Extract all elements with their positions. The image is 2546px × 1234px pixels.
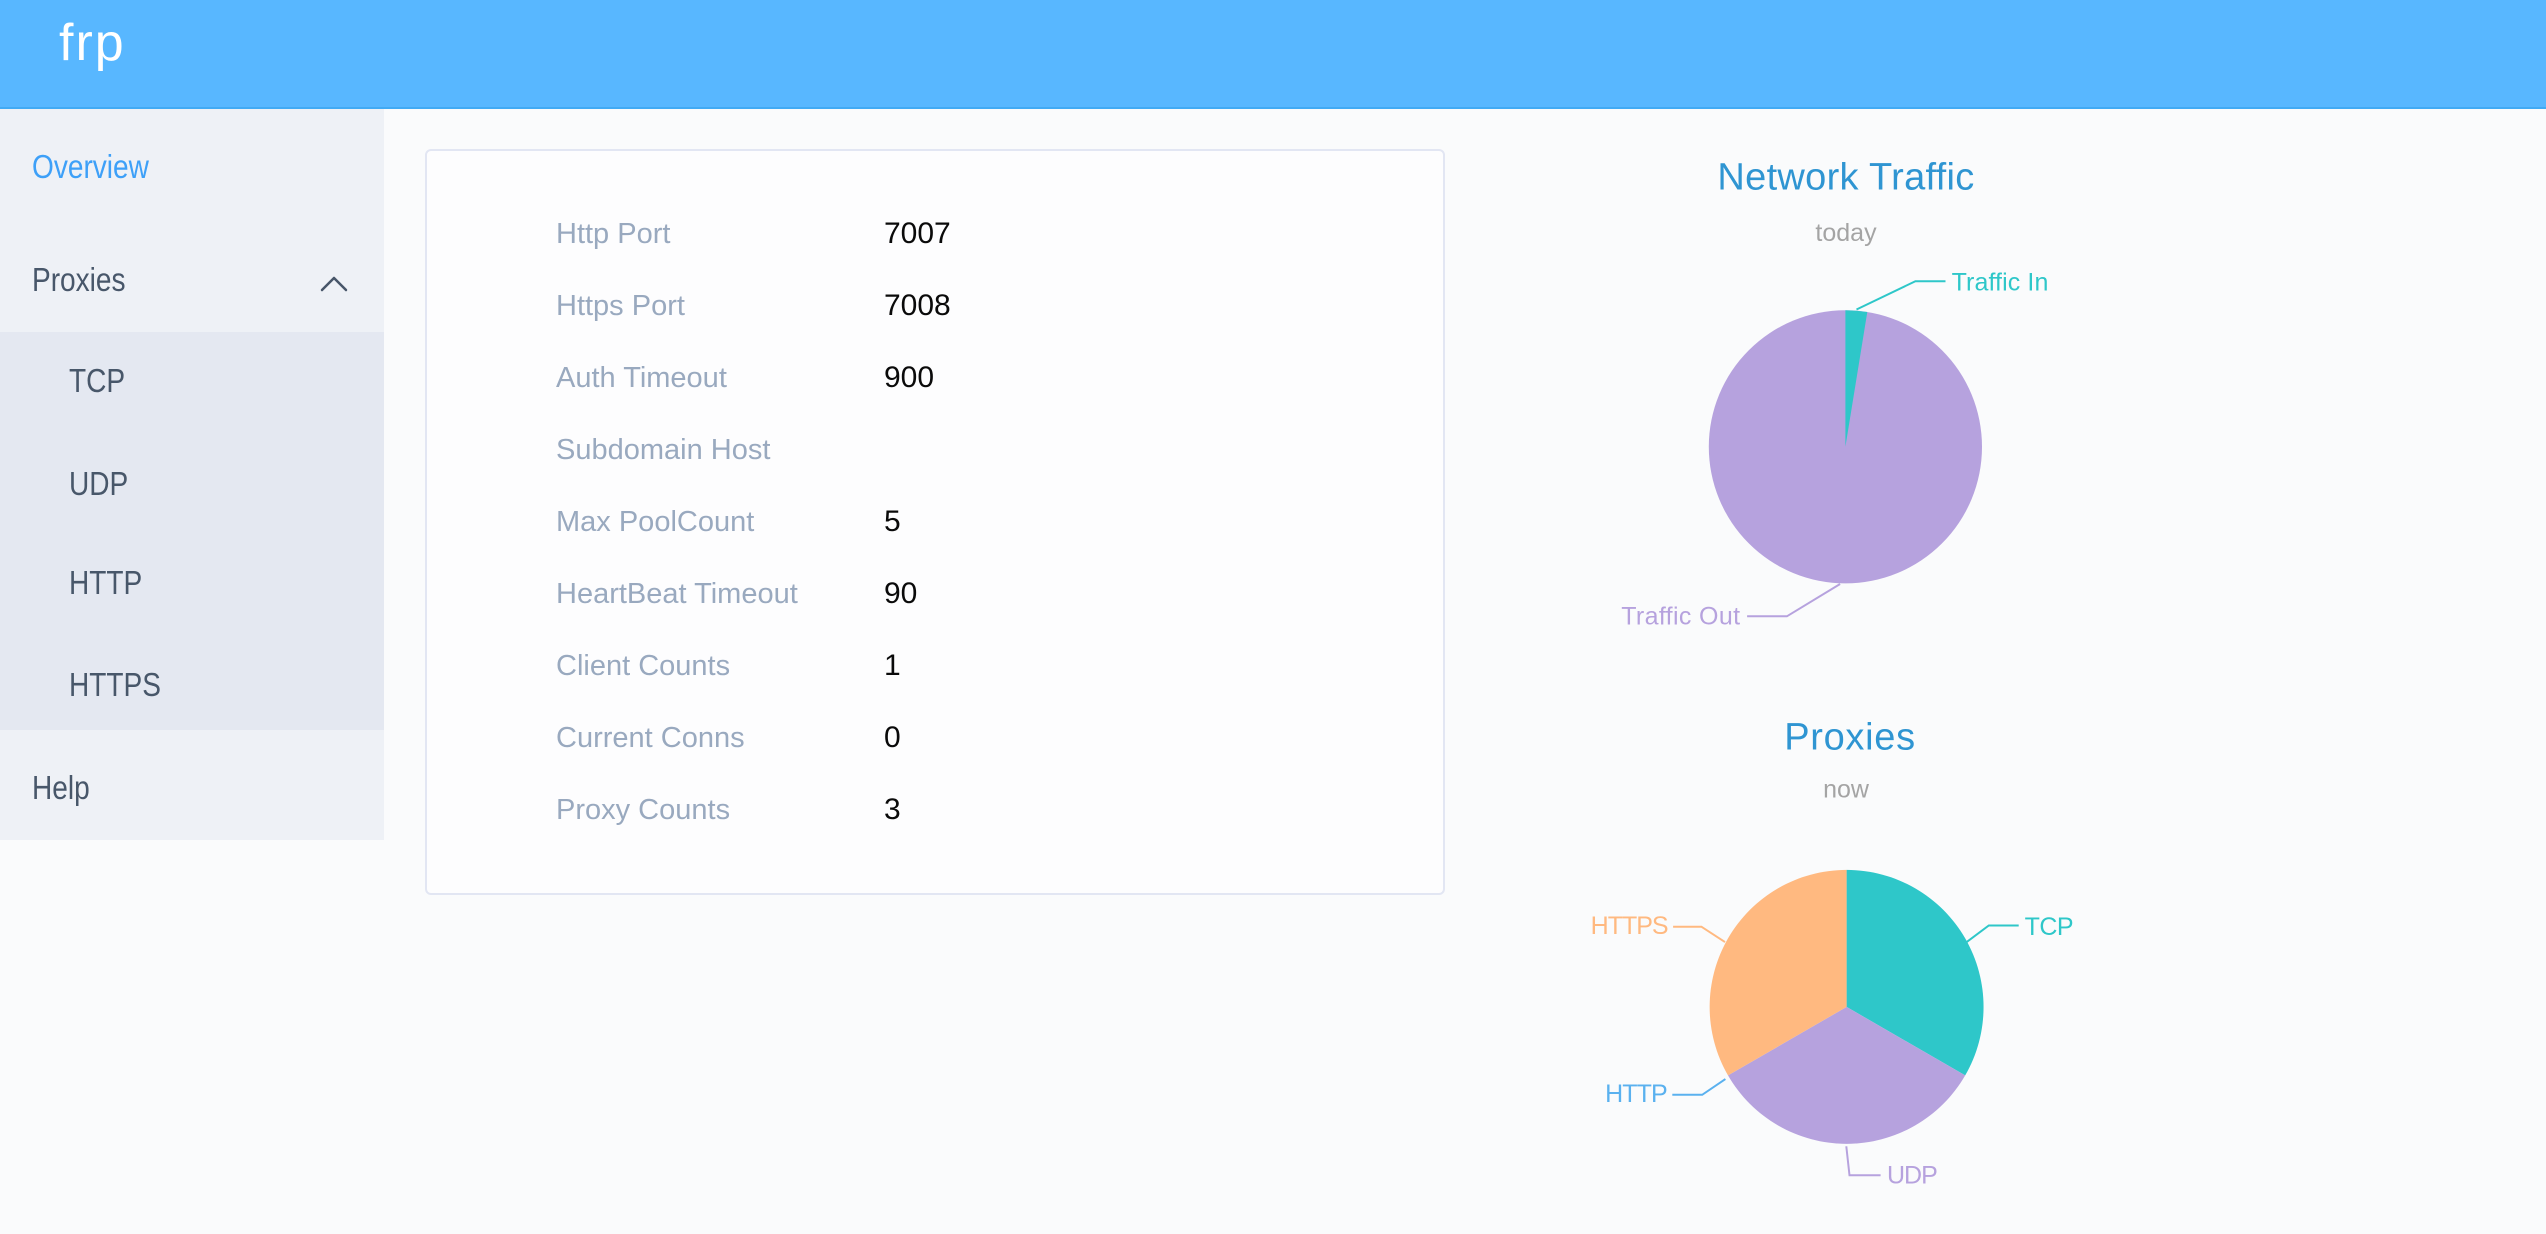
- svg-text:Traffic Out: Traffic Out: [1621, 603, 1740, 631]
- svg-text:now: now: [1823, 776, 1870, 804]
- svg-text:HTTPS: HTTPS: [1591, 912, 1668, 940]
- svg-text:HTTP: HTTP: [1605, 1080, 1667, 1108]
- svg-text:TCP: TCP: [2025, 913, 2074, 941]
- svg-text:today: today: [1815, 219, 1877, 247]
- svg-text:UDP: UDP: [1887, 1161, 1937, 1189]
- svg-text:Network Traffic: Network Traffic: [1717, 157, 1974, 199]
- svg-text:Traffic In: Traffic In: [1952, 269, 2049, 297]
- svg-text:Proxies: Proxies: [1784, 717, 1916, 759]
